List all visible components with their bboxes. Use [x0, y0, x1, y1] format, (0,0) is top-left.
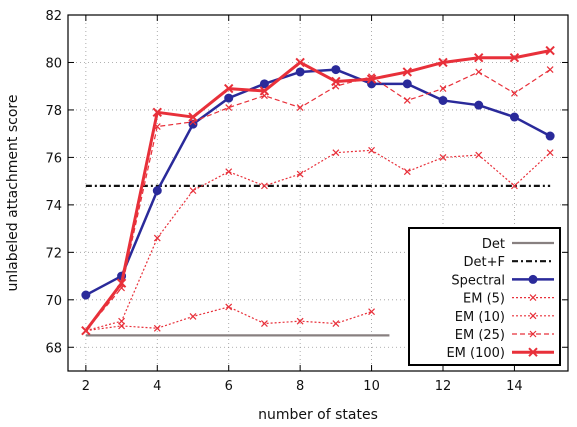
series-em-10-point: [476, 152, 482, 158]
y-tick-label: 70: [45, 294, 62, 309]
series-em-25-point: [404, 97, 410, 103]
series-em-10-point: [226, 169, 232, 175]
series-em-10-point: [333, 150, 339, 156]
series-spectral-point: [546, 132, 554, 140]
y-tick-label: 80: [45, 56, 62, 71]
series-spectral-point: [510, 113, 518, 121]
x-tick-label: 14: [506, 379, 523, 394]
series-em-10-point: [261, 183, 267, 189]
series-em-5: [83, 304, 375, 334]
x-tick-label: 4: [153, 379, 161, 394]
legend: Det Det+F Spectral EM (5) EM (10) EM (25) EM (…: [409, 228, 560, 365]
series-spectral-point: [332, 66, 340, 74]
series-spectral-point: [225, 94, 233, 102]
series-em-25-point: [476, 69, 482, 75]
series-em-10-point: [119, 318, 125, 324]
x-axis-label: number of states: [258, 407, 378, 423]
series-em-5-point: [333, 321, 339, 327]
series-em-5-point: [369, 309, 375, 315]
y-tick-label: 68: [45, 341, 62, 356]
legend-det-label: Det: [482, 237, 505, 252]
series-em-10-point: [190, 188, 196, 194]
x-tick-label: 12: [435, 379, 452, 394]
x-tick-label: 6: [225, 379, 233, 394]
y-tick-label: 78: [45, 104, 62, 119]
series-em-10-point: [404, 169, 410, 175]
legend-em-5-label: EM (5): [463, 292, 505, 307]
series-em-25-point: [440, 86, 446, 92]
y-tick-label: 76: [45, 151, 62, 166]
legend-em-25-label: EM (25): [455, 328, 505, 343]
legend-det-f-label: Det+F: [464, 255, 505, 270]
x-tick-label: 10: [363, 379, 380, 394]
legend-em-10-label: EM (10): [455, 310, 505, 325]
legend-em-100-label: EM (100): [446, 346, 505, 361]
series-em-5-point: [261, 321, 267, 327]
series-em-10-point: [369, 147, 375, 153]
series-em-10-point: [547, 150, 553, 156]
series-spectral-point: [439, 96, 447, 104]
legend-spectral-label: Spectral: [451, 273, 505, 288]
series-em-5-point: [190, 313, 196, 319]
series-spectral-point: [475, 101, 483, 109]
series-spectral-point: [403, 80, 411, 88]
legend-spectral-point: [529, 275, 537, 283]
series-em-25-point: [547, 67, 553, 73]
series-spectral-point: [260, 80, 268, 88]
y-tick-label: 82: [45, 9, 62, 24]
y-tick-label: 72: [45, 246, 62, 261]
series-spectral-point: [153, 187, 161, 195]
y-tick-label: 74: [45, 199, 62, 214]
x-tick-label: 8: [296, 379, 304, 394]
series-spectral-point: [296, 68, 304, 76]
y-axis-label: unlabeled attachment score: [5, 95, 21, 292]
series-spectral-point: [82, 291, 90, 299]
x-tick-label: 2: [82, 379, 90, 394]
